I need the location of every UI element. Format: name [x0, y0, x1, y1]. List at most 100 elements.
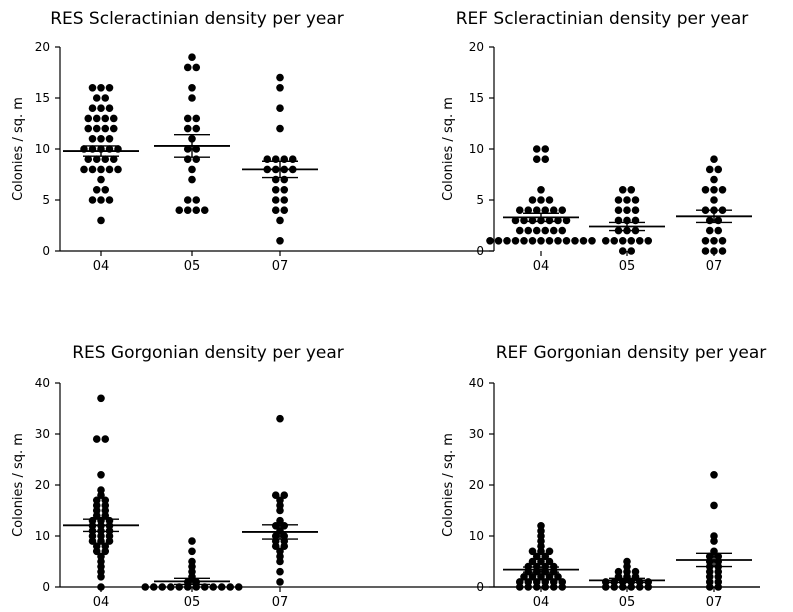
data-point: [571, 237, 579, 245]
data-point: [524, 226, 533, 235]
data-point: [188, 84, 196, 92]
data-point: [710, 155, 718, 163]
y-tick-label: 30: [469, 427, 484, 441]
data-point: [710, 247, 718, 255]
data-point: [549, 583, 558, 591]
data-point: [618, 247, 627, 255]
data-point: [97, 84, 105, 92]
data-point: [554, 216, 562, 225]
data-point: [183, 196, 192, 204]
data-point: [200, 206, 209, 214]
data-point: [537, 237, 545, 245]
y-tick-label: 10: [35, 142, 50, 156]
data-point: [545, 557, 554, 566]
data-point: [511, 216, 520, 225]
data-point: [188, 175, 196, 184]
data-point: [217, 583, 226, 591]
data-point: [101, 435, 110, 443]
data-point: [627, 237, 636, 245]
data-point: [188, 547, 196, 556]
data-point: [537, 557, 545, 566]
data-point: [554, 573, 562, 581]
data-point: [537, 186, 545, 194]
data-point: [183, 114, 192, 123]
data-point: [97, 573, 105, 581]
data-point: [149, 583, 158, 591]
y-tick-label: 15: [469, 91, 484, 105]
data-point: [618, 583, 627, 591]
y-tick-label: 5: [42, 193, 50, 207]
data-point: [105, 165, 114, 174]
data-point: [209, 583, 218, 591]
y-tick-label: 20: [469, 40, 484, 54]
data-point: [701, 237, 710, 245]
data-point: [515, 226, 524, 235]
data-point: [545, 196, 554, 204]
data-point: [714, 226, 723, 235]
y-tick-label: 40: [469, 376, 484, 390]
data-point: [192, 124, 201, 133]
chart-panel: REF Gorgonian density per year Colonies /…: [441, 343, 766, 610]
data-point: [114, 165, 122, 174]
data-point: [614, 196, 623, 204]
data-point: [97, 471, 105, 479]
data-point: [192, 114, 201, 123]
data-point: [503, 237, 511, 245]
data-point: [271, 206, 280, 214]
data-point: [101, 114, 110, 123]
data-point: [105, 84, 114, 92]
data-point: [710, 471, 718, 479]
data-point: [183, 63, 192, 72]
data-point: [271, 491, 280, 500]
data-point: [635, 237, 644, 245]
data-point: [705, 165, 714, 174]
data-point: [579, 237, 588, 245]
data-point: [84, 155, 93, 163]
chart-title: RES Gorgonian density per year: [72, 343, 344, 363]
data-point: [188, 53, 196, 61]
data-point: [714, 165, 723, 174]
data-point: [105, 537, 114, 545]
data-point: [105, 196, 114, 204]
x-tick-label: 05: [184, 259, 201, 274]
data-point: [545, 573, 554, 581]
data-point: [532, 552, 541, 561]
data-point: [276, 237, 284, 245]
y-tick-label: 10: [469, 529, 484, 543]
x-tick-label: 05: [619, 595, 636, 610]
data-point: [276, 216, 284, 225]
y-tick-label: 0: [42, 244, 50, 258]
data-point: [545, 216, 554, 225]
x-tick-label: 04: [533, 595, 550, 610]
data-point: [644, 583, 653, 591]
data-point: [558, 583, 567, 591]
data-point: [101, 186, 110, 194]
data-point: [97, 165, 105, 174]
data-point: [271, 522, 280, 530]
y-axis-label: Colonies / sq. m: [441, 97, 456, 201]
data-point: [105, 135, 114, 143]
data-point: [276, 414, 284, 423]
y-tick-label: 10: [35, 529, 50, 543]
data-point: [188, 94, 196, 102]
data-point: [532, 206, 541, 214]
data-point: [631, 196, 640, 204]
data-point: [88, 84, 97, 92]
data-point: [183, 206, 192, 214]
data-point: [141, 583, 150, 591]
data-point: [101, 124, 110, 133]
chart-panel: REF Scleractinian density per year Coloni…: [322, 9, 752, 274]
data-point: [549, 226, 558, 235]
data-point: [280, 542, 289, 550]
y-tick-label: 10: [469, 142, 484, 156]
data-point: [271, 186, 280, 194]
data-point: [271, 542, 280, 550]
y-tick-label: 0: [476, 580, 484, 594]
data-point: [97, 537, 105, 545]
y-axis-label: Colonies / sq. m: [441, 433, 456, 537]
y-tick-label: 20: [35, 40, 50, 54]
data-point: [528, 216, 537, 225]
chart-title: RES Scleractinian density per year: [50, 9, 344, 29]
